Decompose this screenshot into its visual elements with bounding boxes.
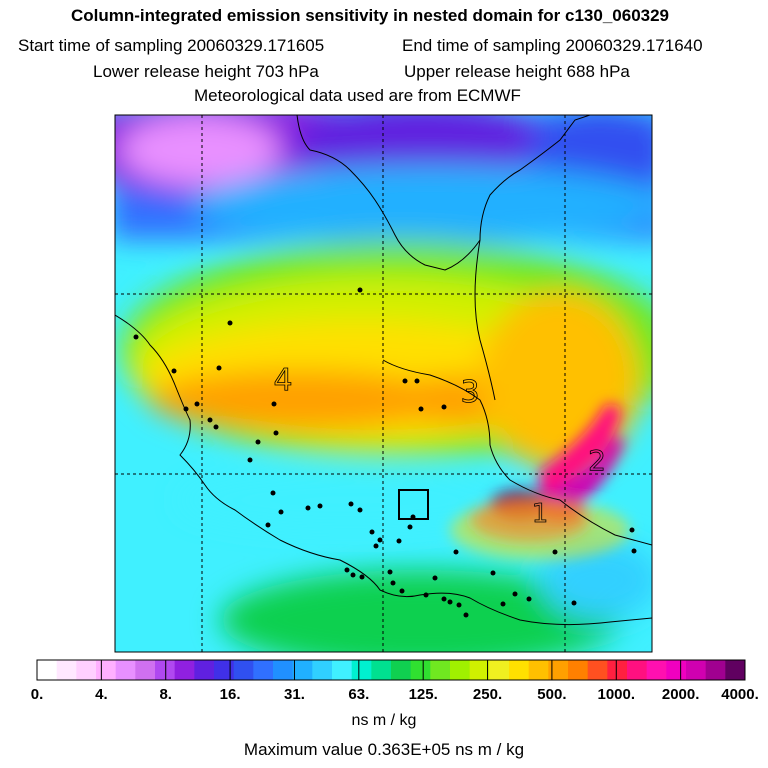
- colorbar-swatch: [332, 660, 353, 680]
- colorbar-swatch: [174, 660, 195, 680]
- colorbar-tick-label: 31.: [284, 686, 305, 703]
- colorbar-swatch: [312, 660, 333, 680]
- colorbar-tick-label: 125.: [408, 686, 438, 703]
- colorbar-swatch: [489, 660, 510, 680]
- colorbar-swatch: [686, 660, 707, 680]
- colorbar-swatch: [351, 660, 372, 680]
- colorbar-swatch: [666, 660, 687, 680]
- colorbar-tick-label: 8.: [159, 686, 172, 703]
- colorbar-swatch: [115, 660, 136, 680]
- colorbar-tick-label: 4000.: [721, 686, 759, 703]
- colorbar-swatch: [410, 660, 431, 680]
- lower-release-label: Lower release height 703 hPa: [93, 62, 319, 81]
- colorbar-tick-label: 16.: [219, 686, 241, 703]
- colorbar-swatch: [568, 660, 589, 680]
- colorbar-swatch: [194, 660, 215, 680]
- colorbar-swatch: [96, 660, 117, 680]
- release-box: [398, 489, 429, 520]
- coastlines: [115, 115, 652, 626]
- colorbar-tick-label: 0.: [30, 686, 44, 703]
- colorbar-tick-label: 2000.: [661, 686, 700, 703]
- colorbar-tick-label: 63.: [348, 686, 370, 703]
- upper-release-label: Upper release height 688 hPa: [404, 62, 630, 81]
- end-time-label: End time of sampling 20060329.171640: [402, 36, 703, 55]
- start-time-label: Start time of sampling 20060329.171605: [18, 36, 325, 55]
- colorbar-tick-label: 500.: [537, 686, 567, 703]
- colorbar-swatch: [233, 660, 254, 680]
- colorbar-swatch: [430, 660, 451, 680]
- colorbar-swatch: [135, 660, 156, 680]
- map-frame: [114, 114, 653, 653]
- map-number-labels: 4 3 2 1: [273, 363, 606, 530]
- colorbar-swatch: [646, 660, 667, 680]
- met-data-label: Meteorological data used are from ECMWF: [194, 86, 521, 105]
- colorbar-swatch: [469, 660, 490, 680]
- colorbar: [36, 659, 746, 681]
- chart-title: Column-integrated emission sensitivity i…: [70, 6, 670, 25]
- colorbar-swatch: [371, 660, 392, 680]
- colorbar-swatch: [273, 660, 294, 680]
- colorbar-tick-label: 1000.: [597, 686, 636, 703]
- colorbar-swatch: [509, 660, 530, 680]
- colorbar-swatch: [725, 660, 746, 680]
- colorbar-swatch: [391, 660, 412, 680]
- colorbar-swatch: [292, 660, 313, 680]
- colorbar-swatch: [627, 660, 648, 680]
- colorbar-swatch: [37, 660, 58, 680]
- colorbar-swatch: [607, 660, 628, 680]
- sensitivity-field: [115, 115, 652, 652]
- colorbar-swatch: [214, 660, 235, 680]
- colorbar-swatch: [587, 660, 608, 680]
- colorbar-frame: [36, 659, 746, 681]
- colorbar-swatch: [528, 660, 549, 680]
- colorbar-unit: ns m / kg: [351, 712, 417, 729]
- colorbar-swatch: [155, 660, 176, 680]
- map-label-2: 2: [588, 444, 606, 477]
- colorbar-swatch: [450, 660, 471, 680]
- map-label-1: 1: [532, 499, 549, 529]
- colorbar-tick-label: 250.: [472, 686, 503, 703]
- colorbar-swatch: [253, 660, 274, 680]
- colorbar-swatch: [56, 660, 77, 680]
- colorbar-swatch: [705, 660, 726, 680]
- map-label-3: 3: [460, 375, 479, 410]
- colorbar-tick-label: 4.: [95, 686, 108, 703]
- colorbar-swatch: [548, 660, 569, 680]
- maximum-value-label: Maximum value 0.363E+05 ns m / kg: [243, 740, 525, 759]
- map-label-4: 4: [273, 363, 292, 398]
- sample-points: [133, 287, 637, 618]
- colorbar-swatch: [76, 660, 97, 680]
